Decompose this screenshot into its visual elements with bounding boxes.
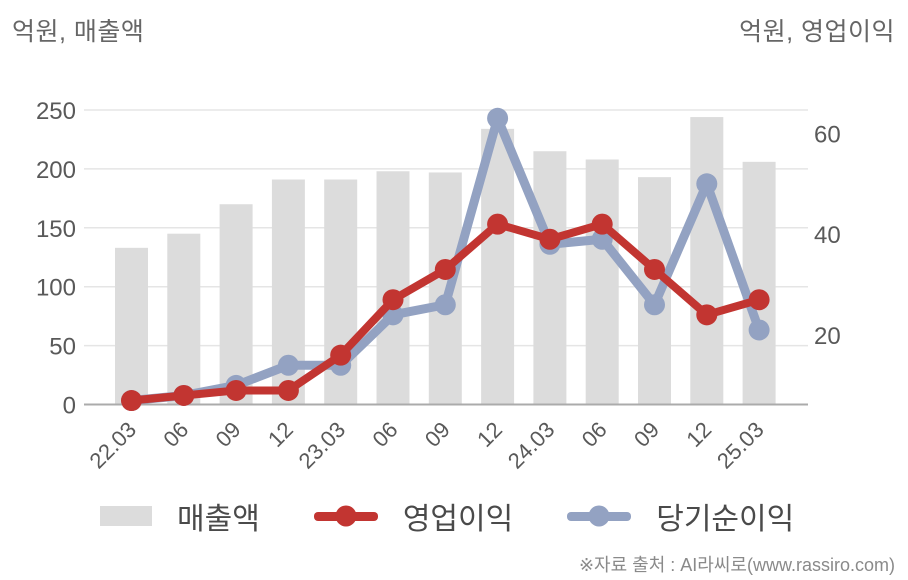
point-영업이익-06: [382, 289, 404, 311]
revenue-bar-swatch: [100, 506, 152, 526]
left-axis-title: 억원, 매출액: [12, 18, 145, 46]
legend-label-revenue: 매출액: [177, 503, 260, 536]
operating-profit-dot-icon: [335, 505, 357, 527]
point-영업이익-06: [173, 384, 195, 406]
bar-06: [376, 171, 410, 405]
legend-label-net-profit: 당기순이익: [656, 503, 795, 536]
point-영업이익-12: [487, 213, 509, 235]
left-axis-tick: 250: [36, 98, 76, 125]
point-영업이익-24.03: [539, 228, 561, 250]
bar-24.03: [533, 151, 567, 405]
bar-06: [585, 159, 619, 405]
x-axis-label-25.03: 25.03: [712, 417, 769, 474]
x-axis-label-06: 06: [368, 417, 403, 452]
right-axis-tick: 20: [814, 323, 841, 350]
legend-item-revenue: 매출액: [100, 494, 260, 538]
point-당기순이익-09: [434, 294, 456, 316]
bar-22.03: [115, 247, 148, 405]
point-당기순이익-12: [277, 354, 299, 376]
right-axis-title: 억원, 영업이익: [739, 18, 895, 46]
left-axis-tick: 100: [36, 275, 76, 302]
point-영업이익-12: [696, 304, 718, 326]
point-영업이익-23.03: [330, 344, 352, 366]
point-영업이익-12: [277, 379, 299, 401]
right-axis-tick: 40: [814, 222, 841, 249]
point-영업이익-09: [644, 258, 665, 280]
x-axis-label-12: 12: [472, 417, 507, 452]
x-axis-label-09: 09: [420, 417, 455, 452]
net-profit-dot-icon: [588, 505, 610, 527]
legend-item-net-profit: 당기순이익: [567, 494, 794, 538]
point-영업이익-06: [591, 213, 613, 235]
point-당기순이익-09: [644, 294, 665, 316]
point-영업이익-09: [225, 379, 247, 401]
bar-12: [481, 128, 515, 405]
point-영업이익-09: [434, 258, 456, 280]
point-당기순이익-12: [487, 107, 509, 129]
x-axis-label-23.03: 23.03: [294, 417, 351, 474]
bar-09: [219, 204, 253, 405]
legend-label-operating-profit: 영업이익: [402, 503, 514, 536]
x-axis-label-12: 12: [263, 417, 298, 452]
x-axis-label-09: 09: [211, 417, 246, 452]
x-axis-label-12: 12: [681, 417, 716, 452]
x-axis-label-06: 06: [577, 417, 612, 452]
bar-06: [167, 233, 201, 405]
point-당기순이익-06: [591, 228, 613, 250]
point-영업이익-25.03: [748, 289, 770, 311]
bar-12: [690, 117, 724, 405]
left-axis-tick: 200: [36, 157, 76, 184]
right-axis-tick: 60: [814, 121, 841, 148]
point-당기순이익-25.03: [748, 319, 770, 341]
legend: 매출액 영업이익 당기순이익: [100, 499, 794, 536]
x-axis-label-09: 09: [629, 417, 664, 452]
x-axis-label-22.03: 22.03: [84, 417, 141, 474]
point-영업이익-22.03: [121, 390, 142, 412]
x-axis-label-24.03: 24.03: [503, 417, 560, 474]
x-axis-label-06: 06: [158, 417, 193, 452]
left-axis-tick: 50: [49, 334, 76, 361]
left-axis-tick: 0: [63, 393, 76, 420]
bar-25.03: [742, 161, 776, 405]
point-당기순이익-12: [696, 173, 718, 195]
operating-profit-line-swatch: [313, 505, 378, 527]
left-axis-tick: 150: [36, 216, 76, 243]
legend-item-operating-profit: 영업이익: [313, 494, 514, 538]
data-source-note: ※자료 출처 : AI라씨로(www.rassiro.com): [578, 555, 895, 575]
net-profit-line-swatch: [567, 505, 632, 527]
